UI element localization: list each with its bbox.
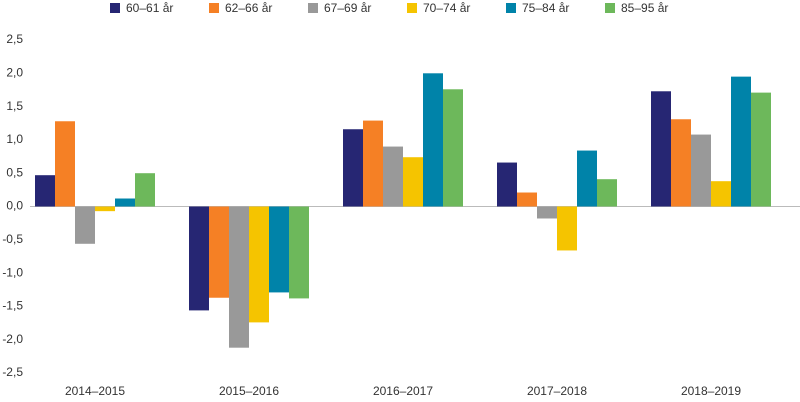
- y-tick-label: 0,5: [6, 165, 23, 179]
- bar: [671, 119, 691, 207]
- bar: [209, 206, 229, 298]
- y-tick-label: -2,5: [2, 365, 23, 379]
- y-tick-label: 2,0: [6, 65, 23, 79]
- legend-label: 70–74 år: [423, 1, 470, 15]
- bar: [35, 175, 55, 207]
- bar: [517, 192, 537, 207]
- y-tick-label: 1,0: [6, 132, 23, 146]
- bar: [443, 89, 463, 207]
- bar: [55, 121, 75, 207]
- legend-label: 67–69 år: [324, 1, 371, 15]
- x-tick-label: 2015–2016: [219, 384, 279, 398]
- legend-label: 75–84 år: [522, 1, 569, 15]
- bar: [597, 179, 617, 207]
- bar: [731, 76, 751, 207]
- y-tick-label: 2,5: [6, 32, 23, 46]
- x-tick-label: 2016–2017: [373, 384, 433, 398]
- bar: [691, 134, 711, 207]
- bar: [115, 198, 135, 207]
- bar: [95, 206, 115, 212]
- legend-swatch: [209, 3, 219, 13]
- legend-swatch: [110, 3, 120, 13]
- legend-label: 62–66 år: [225, 1, 272, 15]
- y-tick-label: -1,0: [2, 265, 23, 279]
- bar: [289, 206, 309, 299]
- bar: [751, 92, 771, 207]
- bar: [403, 157, 423, 207]
- legend-swatch: [605, 3, 615, 13]
- bar: [651, 91, 671, 207]
- y-tick-label: 1,5: [6, 99, 23, 113]
- bar: [75, 206, 95, 244]
- legend-label: 85–95 år: [621, 1, 668, 15]
- bar: [383, 146, 403, 207]
- legend-label: 60–61 år: [126, 1, 173, 15]
- bar: [557, 206, 577, 251]
- x-tick-label: 2014–2015: [65, 384, 125, 398]
- bar: [135, 173, 155, 207]
- legend-swatch: [407, 3, 417, 13]
- y-tick-label: -1,5: [2, 299, 23, 313]
- bar: [497, 162, 517, 207]
- x-tick-label: 2018–2019: [681, 384, 741, 398]
- bar: [423, 73, 443, 207]
- legend-swatch: [308, 3, 318, 13]
- bar: [343, 129, 363, 207]
- y-tick-label: 0,0: [6, 199, 23, 213]
- bar: [229, 206, 249, 348]
- bar: [363, 120, 383, 207]
- legend-swatch: [506, 3, 516, 13]
- y-tick-label: -0,5: [2, 232, 23, 246]
- bar: [577, 150, 597, 207]
- bar: [711, 181, 731, 207]
- bar: [249, 206, 269, 323]
- y-tick-label: -2,0: [2, 332, 23, 346]
- bar: [189, 206, 209, 311]
- bar: [269, 206, 289, 293]
- x-tick-label: 2017–2018: [527, 384, 587, 398]
- bar: [537, 206, 557, 219]
